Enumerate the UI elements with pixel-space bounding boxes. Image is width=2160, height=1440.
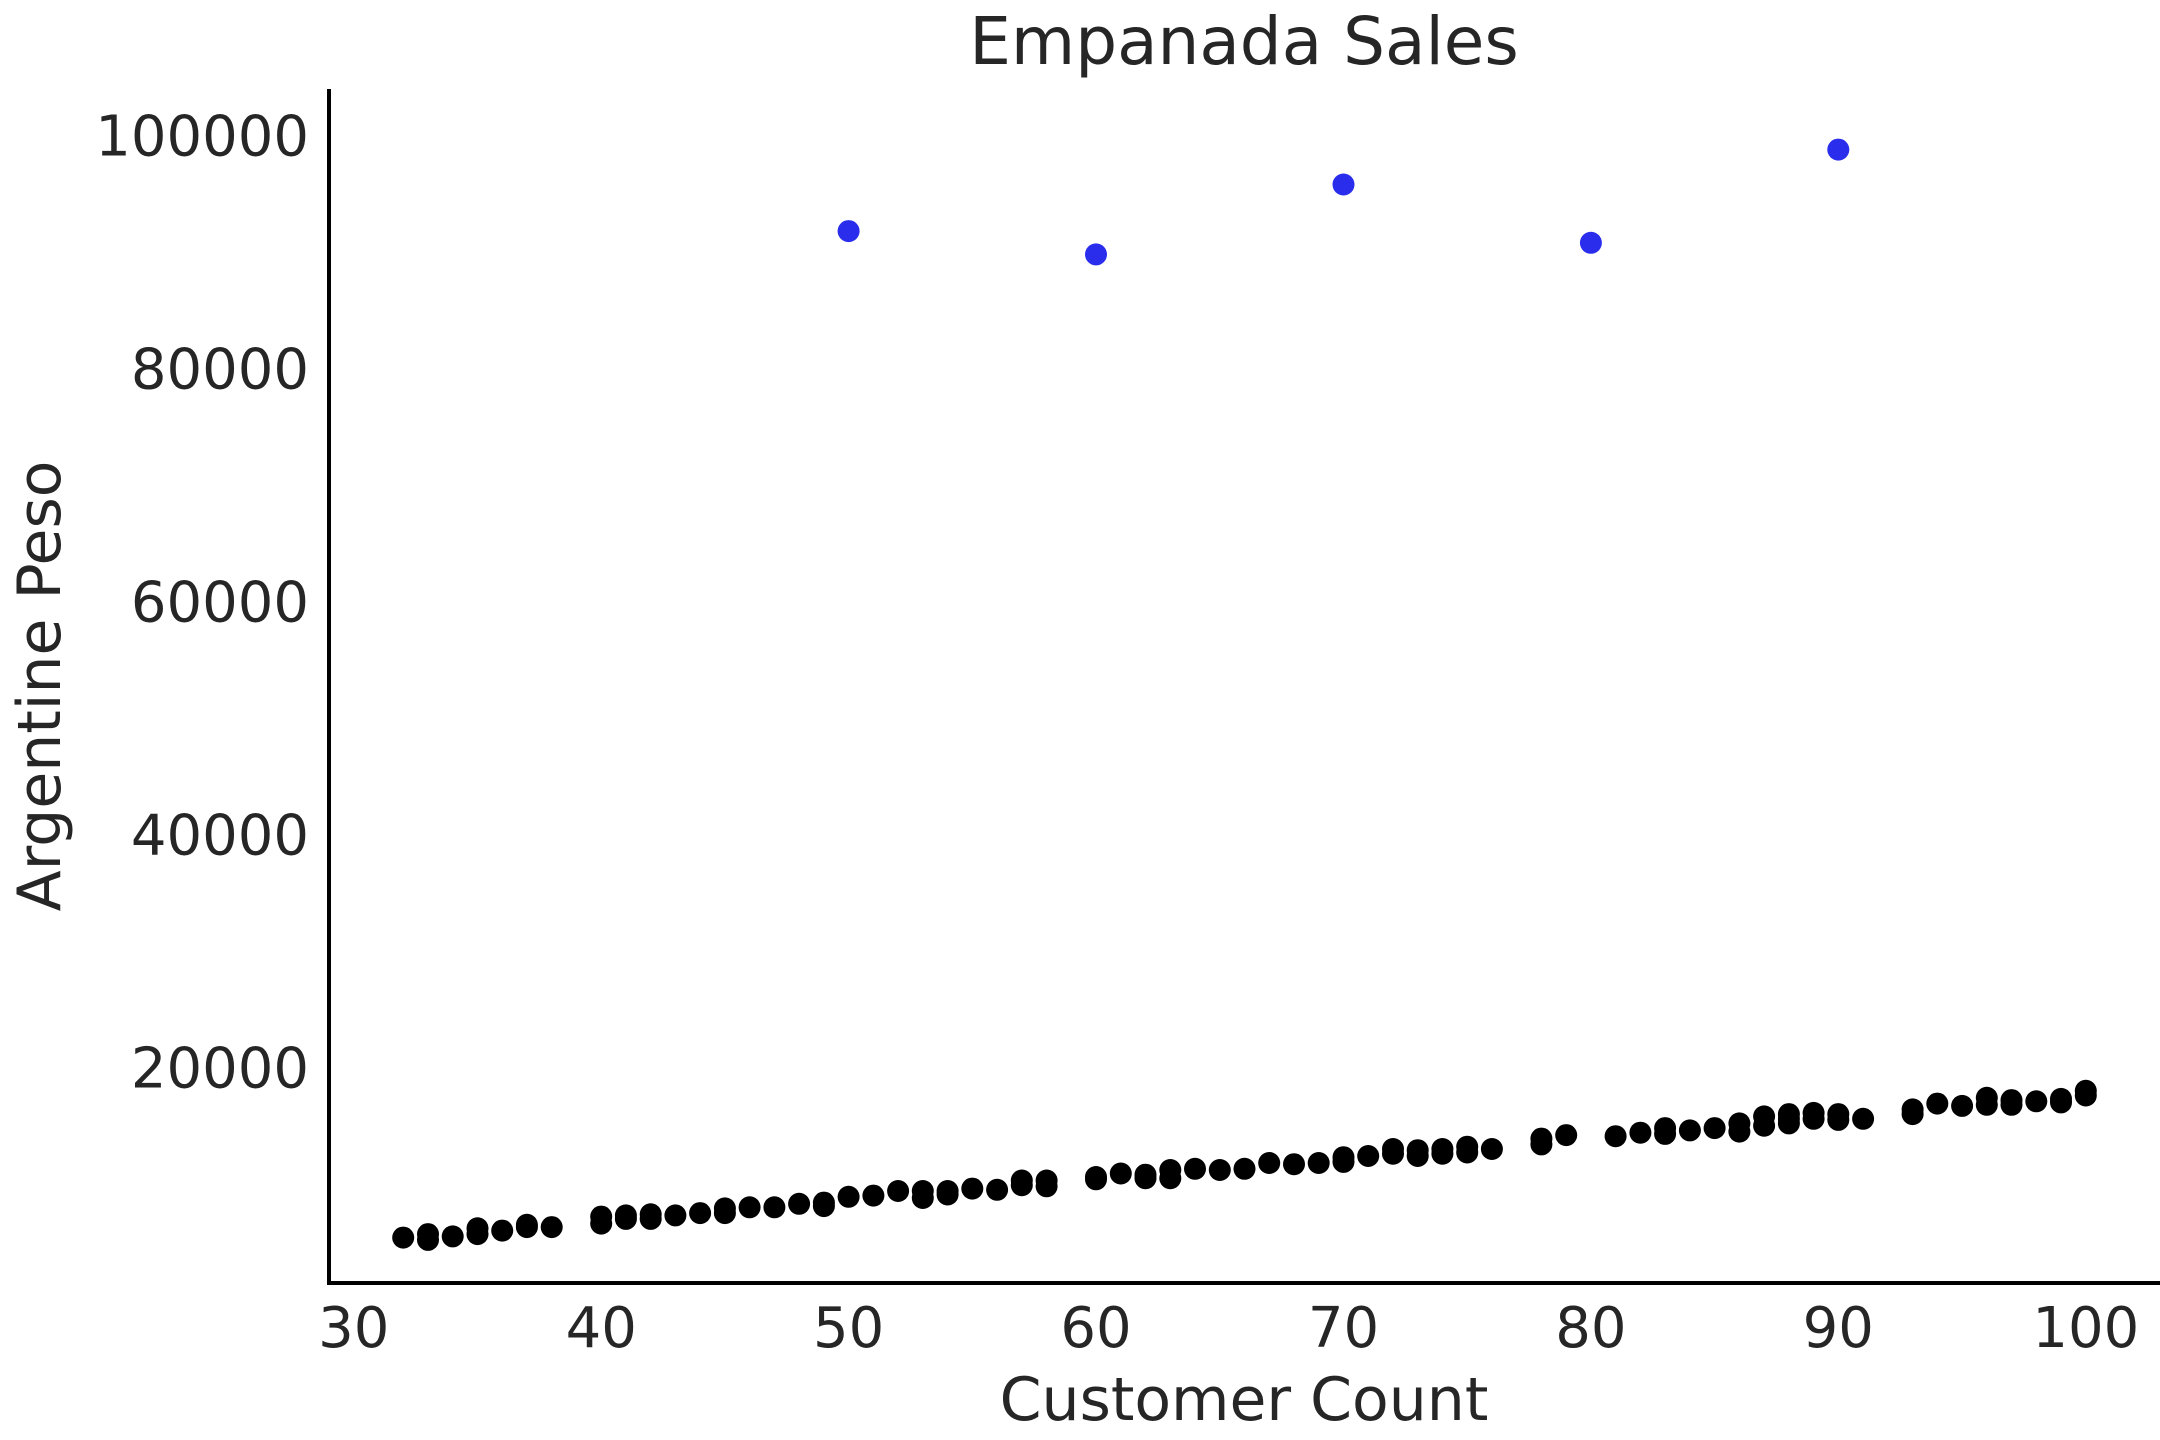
- y-axis-ticks: 20000 40000 60000 80000 100000: [95, 105, 309, 1102]
- data-point: [1307, 1152, 1330, 1174]
- data-point: [1629, 1121, 1652, 1144]
- x-axis-ticks: 30 40 50 60 70 80 90 100: [318, 1296, 2139, 1361]
- data-point: [590, 1205, 613, 1228]
- data-point: [1975, 1086, 1998, 1109]
- data-point: [1109, 1162, 1132, 1185]
- data-point: [1332, 173, 1355, 196]
- data-point: [862, 1184, 885, 1207]
- chart-title: Empanada Sales: [969, 3, 1519, 80]
- x-tick-label: 80: [1555, 1296, 1626, 1361]
- data-point: [1233, 1157, 1256, 1180]
- data-point: [763, 1196, 786, 1219]
- data-point: [1431, 1138, 1454, 1160]
- data-point: [1208, 1159, 1231, 1181]
- data-point: [1357, 1145, 1380, 1167]
- data-point: [1802, 1101, 1825, 1124]
- data-point: [986, 1178, 1009, 1201]
- data-point: [837, 220, 860, 243]
- data-point: [1134, 1163, 1157, 1186]
- data-point: [812, 1191, 835, 1214]
- data-point: [1926, 1092, 1949, 1115]
- data-point: [1035, 1169, 1058, 1192]
- data-point: [713, 1197, 736, 1220]
- y-tick-label: 80000: [131, 338, 309, 403]
- data-point: [1406, 1139, 1429, 1162]
- data-point: [1678, 1119, 1701, 1142]
- data-point: [1777, 1103, 1800, 1126]
- x-tick-label: 100: [2032, 1296, 2139, 1361]
- data-point: [441, 1225, 464, 1248]
- y-tick-label: 60000: [131, 571, 309, 636]
- y-axis-label: Argentine Peso: [5, 461, 75, 912]
- data-point: [936, 1180, 959, 1202]
- data-point: [2000, 1089, 2023, 1112]
- data-point: [837, 1185, 860, 1208]
- data-point: [1258, 1152, 1281, 1174]
- plot-area: [392, 138, 2097, 1251]
- x-tick-label: 40: [566, 1296, 637, 1361]
- data-point: [1456, 1135, 1479, 1158]
- x-axis-label: Customer Count: [1000, 1365, 1489, 1435]
- data-point: [1753, 1105, 1776, 1128]
- data-point: [788, 1192, 811, 1215]
- data-point: [1184, 1157, 1206, 1180]
- data-point: [1283, 1153, 1305, 1176]
- data-point: [1827, 1103, 1850, 1126]
- data-point: [1604, 1125, 1627, 1148]
- x-tick-label: 60: [1060, 1296, 1131, 1361]
- y-tick-label: 100000: [95, 105, 309, 170]
- data-point: [2050, 1087, 2072, 1110]
- data-point: [738, 1196, 761, 1219]
- data-point: [1382, 1138, 1404, 1160]
- y-tick-label: 40000: [131, 804, 309, 869]
- data-point: [392, 1226, 415, 1249]
- x-tick-label: 30: [318, 1296, 389, 1361]
- data-point: [1332, 1146, 1355, 1169]
- x-tick-label: 70: [1308, 1296, 1379, 1361]
- data-point: [1654, 1117, 1677, 1140]
- data-point: [639, 1203, 662, 1226]
- data-point: [1703, 1117, 1726, 1140]
- data-point: [1901, 1098, 1924, 1121]
- data-point: [961, 1177, 984, 1200]
- data-point: [614, 1204, 637, 1227]
- x-tick-label: 50: [813, 1296, 884, 1361]
- data-point: [466, 1217, 489, 1240]
- data-point: [2074, 1079, 2097, 1102]
- data-point: [515, 1216, 538, 1239]
- data-point: [1579, 231, 1602, 254]
- data-point: [887, 1180, 910, 1202]
- data-point: [1480, 1138, 1503, 1160]
- y-tick-label: 20000: [131, 1037, 309, 1102]
- data-point: [1010, 1169, 1033, 1192]
- data-point: [1085, 243, 1107, 266]
- data-point: [1827, 138, 1850, 161]
- data-point: [417, 1223, 439, 1246]
- data-point: [1852, 1107, 1875, 1130]
- data-point: [1530, 1127, 1553, 1150]
- data-point: [1555, 1124, 1578, 1147]
- data-point: [664, 1204, 687, 1227]
- data-point: [1159, 1159, 1182, 1181]
- data-point: [491, 1219, 514, 1242]
- data-point: [1951, 1094, 1974, 1117]
- data-point: [540, 1216, 563, 1239]
- data-point: [689, 1202, 712, 1225]
- data-point: [1728, 1112, 1751, 1135]
- x-tick-label: 90: [1803, 1296, 1874, 1361]
- data-point: [1085, 1166, 1107, 1188]
- data-point: [2025, 1090, 2048, 1113]
- data-point: [911, 1180, 934, 1202]
